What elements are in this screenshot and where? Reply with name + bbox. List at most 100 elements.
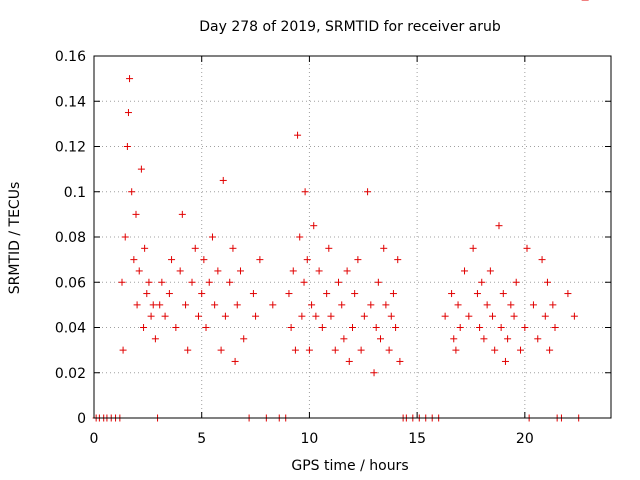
- data-point-117: [450, 335, 458, 343]
- data-point-51: [229, 244, 237, 252]
- data-point-48: [219, 176, 227, 184]
- data-point-39: [194, 312, 202, 320]
- data-point-12: [126, 75, 134, 83]
- data-point-22: [145, 278, 153, 286]
- x-tick-label-3: 15: [408, 431, 426, 447]
- x-tick-label-2: 10: [301, 431, 319, 447]
- data-point-11: [124, 109, 132, 117]
- data-point-101: [382, 301, 390, 309]
- data-point-30: [165, 290, 173, 298]
- data-point-13: [128, 188, 136, 196]
- data-point-90: [351, 290, 359, 298]
- data-point-21: [143, 290, 151, 298]
- data-point-33: [176, 267, 184, 275]
- data-point-96: [370, 369, 378, 377]
- data-point-102: [385, 346, 393, 354]
- y-tick-label-0: 0: [77, 411, 86, 427]
- data-point-151: [551, 324, 559, 331]
- data-point-125: [476, 324, 484, 331]
- grid-lines: [94, 56, 611, 418]
- data-point-10: [123, 143, 131, 150]
- data-point-28: [158, 278, 166, 286]
- data-point-116: [448, 290, 456, 298]
- data-point-45: [211, 301, 219, 309]
- data-points: [92, 0, 589, 422]
- data-point-138: [510, 312, 518, 320]
- data-point-104: [389, 290, 397, 298]
- data-point-88: [345, 357, 353, 365]
- data-point-61: [269, 301, 277, 309]
- data-point-19: [140, 324, 148, 331]
- data-point-55: [240, 335, 248, 343]
- data-point-123: [469, 244, 477, 252]
- y-tick-label-6: 0.12: [55, 140, 86, 156]
- data-point-44: [208, 233, 216, 241]
- data-point-67: [291, 346, 299, 354]
- x-tick-label-4: 20: [516, 431, 534, 447]
- data-point-58: [252, 312, 260, 320]
- data-point-14: [130, 256, 138, 264]
- data-point-148: [543, 278, 551, 286]
- data-point-20: [141, 244, 149, 252]
- data-point-139: [512, 278, 520, 286]
- data-point-15: [132, 210, 140, 218]
- data-point-120: [456, 324, 464, 331]
- data-point-146: [538, 256, 546, 264]
- data-point-126: [478, 278, 486, 286]
- data-point-115: [441, 312, 449, 320]
- data-point-78: [315, 267, 323, 275]
- y-tick-label-7: 0.14: [55, 94, 86, 110]
- data-point-35: [182, 301, 190, 309]
- x-axis-label: GPS time / hours: [291, 458, 408, 474]
- data-point-31: [168, 256, 176, 264]
- data-point-59: [256, 256, 264, 264]
- data-point-54: [236, 267, 244, 275]
- data-point-77: [312, 312, 320, 320]
- data-point-141: [521, 324, 529, 331]
- data-point-105: [392, 324, 400, 331]
- data-point-145: [534, 335, 542, 343]
- data-point-25: [151, 335, 159, 343]
- data-point-37: [188, 278, 196, 286]
- data-point-7: [118, 278, 126, 286]
- data-point-81: [325, 244, 333, 252]
- data-point-95: [367, 301, 375, 309]
- data-point-89: [349, 324, 356, 331]
- data-point-84: [334, 278, 342, 286]
- data-point-57: [249, 290, 257, 298]
- data-point-17: [135, 267, 143, 275]
- data-point-43: [205, 278, 213, 286]
- data-point-131: [491, 346, 499, 354]
- data-point-76: [310, 222, 318, 230]
- data-point-23: [147, 312, 155, 320]
- y-axis-label: SRMTID / TECUs: [7, 182, 23, 295]
- data-point-85: [338, 301, 346, 309]
- data-point-64: [285, 290, 293, 298]
- data-point-122: [465, 312, 473, 320]
- data-point-142: [523, 244, 531, 252]
- data-point-24: [149, 301, 157, 309]
- data-point-65: [287, 324, 295, 331]
- data-point-9: [121, 233, 129, 241]
- data-point-80: [323, 290, 331, 298]
- data-point-154: [564, 290, 572, 298]
- data-point-49: [221, 312, 229, 320]
- data-point-144: [529, 301, 537, 309]
- data-point-74: [305, 346, 313, 354]
- data-point-155: [570, 312, 578, 320]
- data-point-70: [298, 312, 306, 320]
- data-point-147: [541, 312, 549, 320]
- y-tick-label-5: 0.1: [64, 185, 86, 201]
- data-point-97: [372, 324, 380, 331]
- y-axis-ticks: 0 0.02 0.04 0.06 0.08 0.1 0.12 0.14 0.16: [55, 49, 611, 427]
- data-point-135: [501, 357, 509, 365]
- data-point-134: [499, 290, 507, 298]
- chart-title: Day 278 of 2019, SRMTID for receiver aru…: [199, 19, 501, 35]
- data-point-34: [178, 210, 186, 218]
- data-point-99: [377, 335, 385, 343]
- data-point-93: [360, 312, 368, 320]
- data-point-83: [331, 346, 339, 354]
- data-point-149: [546, 346, 554, 354]
- data-point-137: [507, 301, 515, 309]
- data-point-40: [198, 290, 206, 298]
